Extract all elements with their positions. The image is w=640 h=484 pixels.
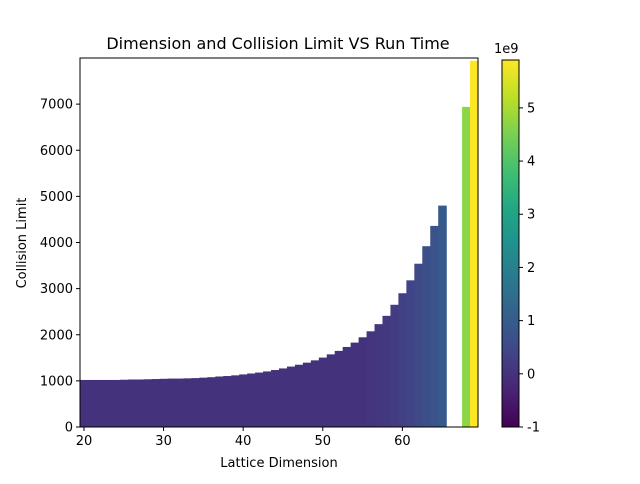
bar (326, 354, 336, 427)
x-tick-label: 60 (394, 434, 411, 449)
bar (263, 371, 272, 427)
bar (111, 379, 121, 427)
colorbar-tick-label: 4 (527, 155, 535, 170)
bar (390, 304, 399, 427)
bar (175, 378, 185, 427)
bar (366, 331, 376, 427)
bar (438, 205, 447, 427)
x-axis-label: Lattice Dimension (220, 456, 337, 471)
colorbar-offset-label: 1e9 (494, 42, 519, 57)
bar (127, 379, 137, 427)
colorbar-tick-label: 1 (527, 314, 535, 329)
bar (95, 379, 105, 427)
x-axis: 20 30 40 50 60 (76, 427, 411, 449)
y-tick-label: 0 (65, 421, 73, 436)
bar (151, 379, 161, 427)
bar (430, 225, 439, 427)
bar (470, 60, 479, 428)
bar (215, 376, 224, 427)
bar (398, 293, 407, 427)
colorbar-tick-label: -1 (527, 421, 540, 436)
y-tick-label: 4000 (40, 236, 73, 251)
colorbar-ticks: -1 0 1 2 3 4 5 (519, 101, 540, 436)
bar (143, 379, 153, 427)
bar (239, 374, 248, 427)
bar (414, 263, 423, 427)
x-tick-label: 20 (76, 434, 93, 449)
bar (80, 379, 89, 427)
bar (247, 373, 256, 427)
bar (374, 324, 384, 427)
bar (199, 377, 208, 427)
y-tick-label: 1000 (40, 374, 73, 389)
colorbar-tick-label: 2 (527, 261, 535, 276)
bar (87, 379, 97, 427)
colorbar-gradient (502, 60, 519, 427)
bar (119, 379, 129, 427)
bar (231, 375, 240, 427)
y-axis-label: Collision Limit (15, 198, 30, 289)
y-tick-label: 5000 (40, 190, 73, 205)
colorbar-tick-label: 5 (527, 101, 535, 116)
bar (183, 378, 193, 427)
bar (286, 366, 296, 427)
plot-bars (80, 60, 479, 428)
bar (279, 368, 288, 427)
colorbar: 1e9 -1 0 1 2 3 4 5 (494, 42, 540, 436)
bar (191, 378, 200, 427)
x-tick-label: 40 (235, 434, 252, 449)
bar (167, 378, 177, 427)
bar (135, 379, 145, 427)
colorbar-tick-label: 3 (527, 208, 535, 223)
colorbar-tick-label: 0 (527, 367, 535, 382)
bar (342, 346, 352, 427)
bar (334, 350, 344, 427)
y-tick-label: 3000 (40, 282, 73, 297)
bar (103, 379, 113, 427)
x-tick-label: 30 (155, 434, 172, 449)
x-tick-label: 50 (315, 434, 332, 449)
bar (271, 370, 280, 427)
bar (358, 337, 368, 427)
bar (406, 280, 415, 427)
bar (462, 106, 471, 427)
y-tick-label: 7000 (40, 98, 73, 113)
bar (207, 377, 216, 427)
bar (350, 342, 360, 427)
y-tick-label: 6000 (40, 144, 73, 159)
bar (294, 364, 304, 427)
bar (310, 360, 320, 427)
chart-title: Dimension and Collision Limit VS Run Tim… (106, 34, 449, 53)
bar (382, 315, 392, 427)
bar (422, 246, 431, 427)
bar (318, 357, 328, 427)
bar (302, 362, 312, 427)
y-axis: 0 1000 2000 3000 4000 5000 6000 7000 (40, 98, 80, 436)
y-tick-label: 2000 (40, 328, 73, 343)
bar (223, 376, 232, 427)
bar (159, 378, 169, 427)
bar (255, 372, 264, 427)
colorbar-frame (501, 59, 520, 428)
